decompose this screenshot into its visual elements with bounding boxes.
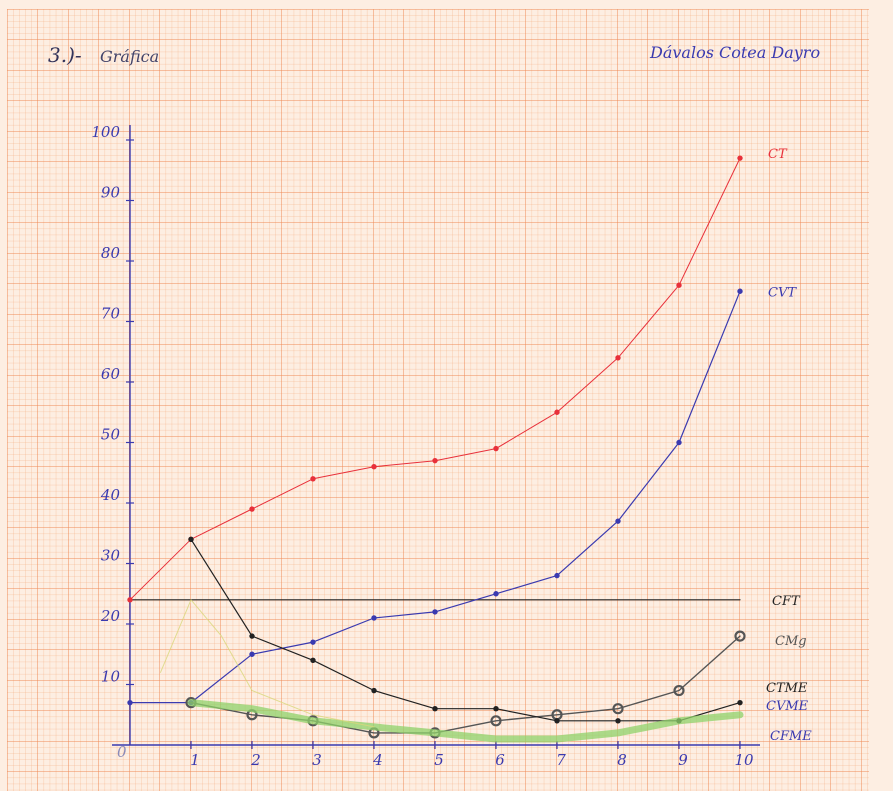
y-tick-label: 90 xyxy=(101,184,121,202)
x-tick-label: 7 xyxy=(556,751,566,769)
y-tick-label: 10 xyxy=(101,668,121,686)
axes xyxy=(112,125,760,746)
point-cvt xyxy=(432,609,438,615)
point-cvt xyxy=(371,615,377,621)
point-cmg xyxy=(612,703,624,715)
point-cvt xyxy=(127,699,133,706)
x-tick-label: 6 xyxy=(495,751,505,769)
grid xyxy=(7,9,869,791)
y-tick-label: 30 xyxy=(101,547,121,565)
x-tick-label: 2 xyxy=(250,751,261,769)
point-cvt xyxy=(676,439,682,446)
point-ct xyxy=(554,409,560,415)
point-ct xyxy=(249,506,255,512)
y-tick-label: 60 xyxy=(101,365,121,383)
point-cmg xyxy=(734,630,746,642)
point-ctme xyxy=(310,657,316,663)
series-label-ctme: CTME xyxy=(766,681,808,696)
y-tick-label: 20 xyxy=(100,607,121,625)
point-ct xyxy=(432,457,438,464)
x-tick-label: 1 xyxy=(190,751,200,769)
problem-number: 3.)- xyxy=(48,43,82,67)
y-tick-label: 40 xyxy=(100,486,121,504)
point-ct xyxy=(127,597,133,603)
series-line-ctme xyxy=(190,538,741,722)
point-cmg xyxy=(673,684,685,697)
point-ct xyxy=(676,282,682,288)
point-ctme xyxy=(249,633,255,639)
point-cvt xyxy=(493,591,499,597)
point-ct xyxy=(615,355,621,361)
page-title: Gráfica xyxy=(100,47,159,66)
point-ct xyxy=(371,464,377,470)
x-tick-label: 9 xyxy=(678,751,688,769)
series-line-cvme xyxy=(187,699,744,743)
series-label-cvt: CVT xyxy=(768,285,797,300)
author-name: Dávalos Cotea Dayro xyxy=(649,43,820,62)
point-ctme xyxy=(371,687,377,694)
point-ct xyxy=(310,476,316,482)
point-cvt xyxy=(737,288,743,294)
y-tick-label: 100 xyxy=(91,123,120,141)
x-tick-label: 3 xyxy=(312,751,322,769)
series-label-ct: CT xyxy=(768,147,788,162)
point-ct xyxy=(737,155,743,161)
series-label-cft: CFT xyxy=(772,594,801,609)
point-ctme xyxy=(432,706,438,712)
point-ctme xyxy=(493,706,499,712)
point-cvt xyxy=(310,639,316,645)
header: 3.)- Gráfica Dávalos Cotea Dayro xyxy=(48,43,820,67)
y-tick-label: 50 xyxy=(101,426,121,444)
x-tick-label: 4 xyxy=(372,751,383,769)
origin-label: 0 xyxy=(117,743,127,761)
point-cvt xyxy=(249,651,255,657)
series-label-cfme: CFME xyxy=(770,729,812,744)
series-label-cvme: CVME xyxy=(766,699,809,714)
point-ctme xyxy=(188,536,194,542)
point-cvt xyxy=(554,572,560,579)
point-cvt xyxy=(615,518,621,524)
y-tick-label: 70 xyxy=(101,305,121,323)
point-ctme xyxy=(615,718,621,724)
point-ct xyxy=(493,445,499,452)
x-tick-label: 5 xyxy=(434,751,444,769)
x-tick-label: 8 xyxy=(617,751,627,769)
y-tick-label: 80 xyxy=(101,244,121,262)
series-label-cmg: CMg xyxy=(775,634,807,649)
point-cmg xyxy=(490,715,502,727)
series-line-cfme xyxy=(160,599,375,728)
point-ctme xyxy=(737,699,743,706)
x-tick-label: 10 xyxy=(734,751,754,769)
point-ctme xyxy=(554,718,560,724)
